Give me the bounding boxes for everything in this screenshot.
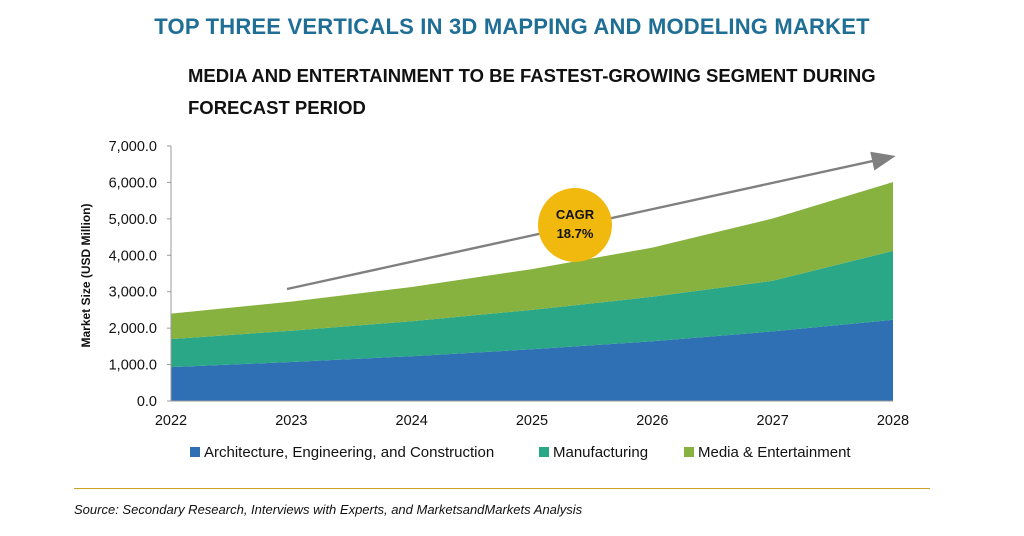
legend-swatch (684, 447, 694, 457)
chart-subtitle: MEDIA AND ENTERTAINMENT TO BE FASTEST-GR… (188, 65, 876, 118)
legend-label: Manufacturing (553, 444, 648, 461)
y-tick-label: 0.0 (137, 394, 157, 410)
y-tick-label: 7,000.0 (109, 139, 157, 155)
y-tick-label: 4,000.0 (109, 248, 157, 264)
series-media-area (171, 182, 893, 340)
y-tick-label: 6,000.0 (109, 175, 157, 191)
chart-title: TOP THREE VERTICALS IN 3D MAPPING AND MO… (154, 14, 870, 39)
x-tick-label: 2023 (275, 413, 307, 429)
x-tick-label: 2028 (877, 413, 909, 429)
legend-label: Architecture, Engineering, and Construct… (204, 444, 494, 461)
series-manufacturing-area (171, 250, 893, 368)
y-tick-label: 2,000.0 (109, 321, 157, 337)
y-tick-label: 1,000.0 (109, 358, 157, 374)
area-chart: 0.0 1,000.0 2,000.0 3,000.0 4,000.0 5,000.0 6,… (79, 139, 909, 461)
cagr-value: 18.7% (557, 226, 594, 241)
legend-swatch (539, 447, 549, 457)
y-tick-label: 5,000.0 (109, 212, 157, 228)
legend-swatch (190, 447, 200, 457)
x-tick-label: 2025 (516, 413, 548, 429)
series-aec-area (171, 319, 893, 401)
cagr-label: CAGR (556, 207, 595, 222)
y-tick-label: 3,000.0 (109, 285, 157, 301)
cagr-badge (538, 188, 612, 262)
source-note: Source: Secondary Research, Interviews w… (74, 502, 583, 517)
legend-label: Media & Entertainment (698, 444, 851, 461)
x-tick-label: 2026 (636, 413, 668, 429)
y-axis-title: Market Size (USD Million) (79, 203, 93, 347)
x-tick-label: 2022 (155, 413, 187, 429)
x-tick-label: 2027 (757, 413, 789, 429)
x-tick-label: 2024 (396, 413, 428, 429)
footer-divider (74, 488, 930, 489)
